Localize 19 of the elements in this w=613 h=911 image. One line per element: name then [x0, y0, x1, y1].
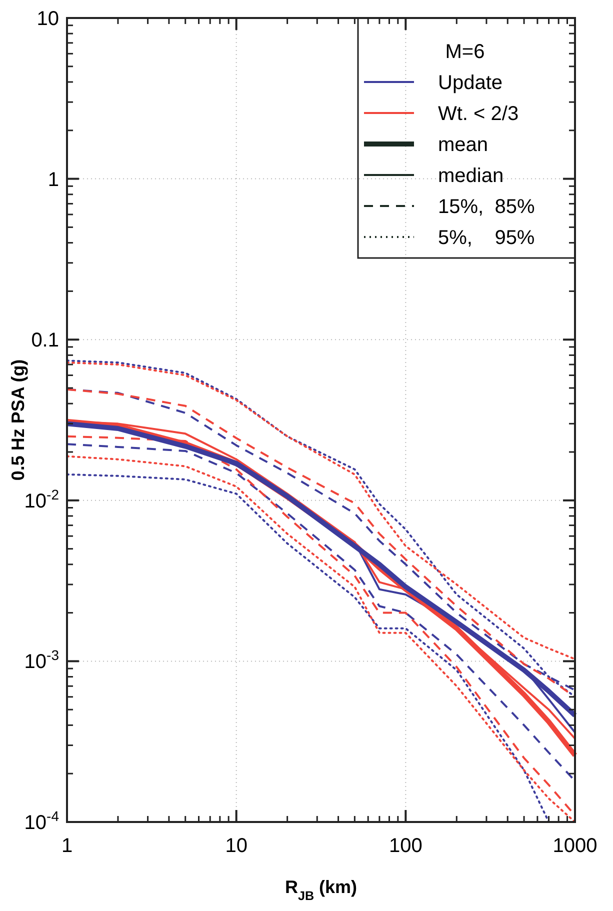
y-tick-label: 0.1 — [31, 330, 59, 352]
x-tick-label: 1 — [61, 835, 73, 857]
y-axis-title: 0.5 Hz PSA (g) — [8, 359, 28, 481]
annotation: median — [438, 165, 504, 187]
x-tick-label: 1000 — [552, 835, 598, 857]
legend-label: Update — [438, 72, 502, 94]
y-tick-label: 1 — [48, 168, 59, 191]
y-tick-label: 10$^{-3}$ — [24, 647, 60, 674]
legend-title: M=6 — [445, 41, 485, 63]
annotation: 15%, 85% — [438, 196, 535, 218]
annotation: 5%, 95% — [438, 227, 535, 249]
legend-label: Wt. < 2/3 — [438, 103, 519, 125]
annotation: mean — [438, 134, 488, 156]
y-tick-label: 10$^{-2}$ — [24, 486, 60, 512]
y-tick-label: 10 — [36, 8, 59, 30]
y-tick-label: 10$^{-4}$ — [24, 808, 60, 834]
x-tick-label: 10 — [225, 835, 248, 857]
x-axis-title: R$_{JB}$ (km) — [284, 877, 358, 903]
x-tick-label: 100 — [388, 835, 422, 857]
